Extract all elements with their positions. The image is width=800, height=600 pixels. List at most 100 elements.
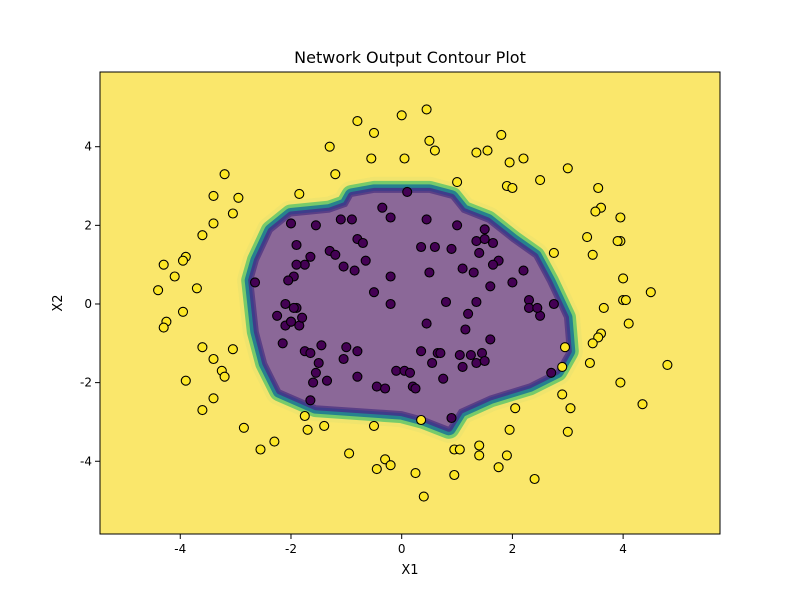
outer-class-point <box>385 460 396 471</box>
x-tick-label: -4 <box>174 542 186 556</box>
outer-class-point <box>529 473 540 485</box>
outer-class-point <box>197 342 208 353</box>
inner-class-point <box>452 220 463 231</box>
outer-class-point <box>559 342 571 353</box>
outer-class-point <box>255 444 266 455</box>
outer-class-point <box>180 375 191 386</box>
outer-class-point <box>593 182 604 194</box>
x-tick-label: 0 <box>398 542 406 556</box>
inner-class-point <box>421 214 432 225</box>
outer-class-point <box>471 147 482 158</box>
outer-class-point <box>158 322 169 333</box>
inner-class-point <box>380 383 391 394</box>
inner-class-point <box>465 350 476 361</box>
inner-class-point <box>421 318 432 329</box>
inner-class-point <box>410 383 421 394</box>
outer-class-point <box>637 399 648 410</box>
inner-class-point <box>310 220 321 231</box>
inner-class-point <box>338 261 349 272</box>
inner-class-point <box>308 377 319 388</box>
outer-class-point <box>615 212 626 223</box>
outer-class-point <box>590 206 601 217</box>
outer-class-point <box>421 104 432 115</box>
outer-class-point <box>208 393 219 404</box>
outer-class-point <box>618 273 629 284</box>
inner-class-point <box>285 316 297 327</box>
outer-class-point <box>319 420 330 431</box>
outer-class-point <box>548 247 559 258</box>
y-tick-label: 2 <box>84 218 92 232</box>
inner-class-point <box>460 324 471 335</box>
outer-class-point <box>584 357 595 369</box>
outer-class-point <box>504 424 515 435</box>
outer-class-point <box>587 338 598 349</box>
outer-class-point <box>410 468 421 479</box>
outer-class-point <box>454 444 465 455</box>
inner-class-point <box>330 249 341 260</box>
inner-class-point <box>360 255 371 266</box>
outer-class-point <box>169 271 180 282</box>
inner-class-point <box>474 247 485 258</box>
outer-class-point <box>612 236 623 247</box>
inner-class-point <box>335 214 346 225</box>
inner-class-point <box>424 267 435 278</box>
outer-class-point <box>598 302 609 313</box>
inner-class-point <box>291 239 302 251</box>
outer-class-point <box>452 177 463 188</box>
x-tick-label: 4 <box>619 542 627 556</box>
inner-class-point <box>291 259 302 270</box>
inner-class-point <box>446 243 457 254</box>
outer-class-point <box>158 259 169 270</box>
outer-class-point <box>482 145 493 156</box>
inner-class-point <box>404 367 416 378</box>
inner-class-point <box>349 265 360 276</box>
outer-class-point <box>424 135 435 146</box>
outer-class-point <box>449 469 460 481</box>
inner-class-point <box>485 334 496 345</box>
outer-class-point <box>474 440 485 451</box>
outer-class-point <box>233 192 244 203</box>
inner-class-point <box>277 338 288 349</box>
inner-class-point <box>532 302 543 313</box>
outer-class-point <box>496 129 507 140</box>
outer-class-point <box>535 175 546 186</box>
inner-class-point <box>457 263 468 274</box>
outer-class-point <box>565 403 576 414</box>
outer-class-point <box>219 371 230 382</box>
inner-class-point <box>416 346 427 357</box>
outer-class-point <box>562 163 573 174</box>
outer-class-point <box>153 285 164 296</box>
inner-class-point <box>429 241 440 253</box>
outer-class-point <box>429 145 440 156</box>
inner-class-point <box>463 308 474 319</box>
outer-class-point <box>299 410 310 422</box>
inner-class-point <box>427 357 438 369</box>
inner-class-point <box>297 312 308 323</box>
outer-class-point <box>324 141 335 152</box>
outer-class-point <box>208 218 219 229</box>
outer-class-point <box>504 157 515 168</box>
inner-class-point <box>479 234 490 245</box>
inner-class-point <box>313 357 324 369</box>
inner-class-point <box>518 265 529 276</box>
outer-class-point <box>197 405 208 416</box>
outer-class-point <box>557 361 568 372</box>
inner-class-point <box>385 298 396 310</box>
inner-class-point <box>357 237 368 249</box>
inner-class-point <box>352 346 363 357</box>
inner-class-point <box>299 259 310 270</box>
outer-class-point <box>474 450 485 461</box>
outer-class-point <box>582 232 593 243</box>
inner-class-point <box>523 302 535 313</box>
y-tick-label: -4 <box>80 454 92 468</box>
inner-class-point <box>479 224 490 235</box>
inner-class-point <box>280 298 291 310</box>
outer-class-point <box>219 169 230 180</box>
outer-class-point <box>493 462 504 473</box>
inner-class-point <box>485 281 496 292</box>
y-tick-label: 0 <box>84 297 92 311</box>
outer-class-point <box>418 491 429 502</box>
y-tick-label: -2 <box>80 376 92 390</box>
outer-class-point <box>623 318 634 329</box>
